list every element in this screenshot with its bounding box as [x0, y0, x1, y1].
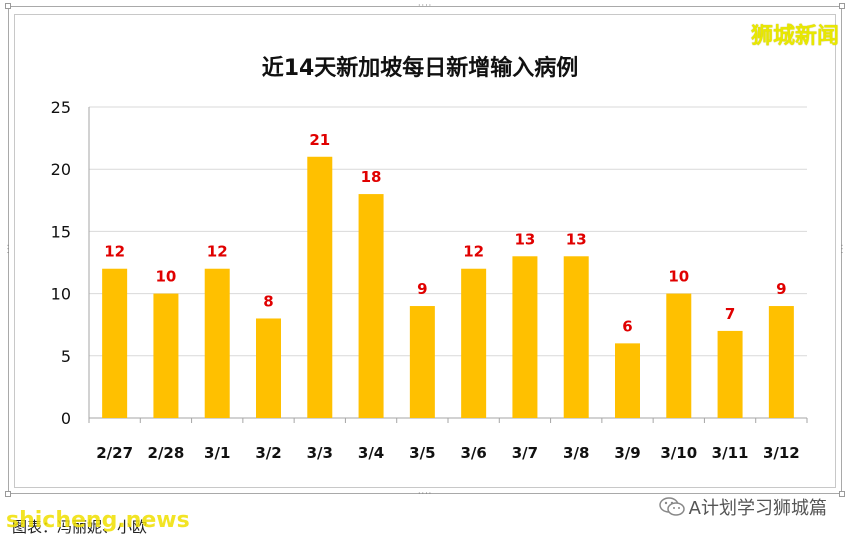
watermark: shicheng.news: [6, 508, 190, 533]
wechat-icon: [658, 497, 685, 517]
bar: [409, 306, 435, 418]
bar: [768, 306, 794, 418]
data-label: 10: [668, 268, 689, 286]
bar: [153, 293, 179, 418]
data-label: 12: [463, 243, 484, 261]
x-tick-label: 3/8: [563, 444, 589, 462]
bar-chart: 0 5 10 15 20 25 12 2/27 10 2/28 12 3/1 8 3/2 21 3/3 18 3/…: [51, 98, 808, 462]
wechat-attribution: A计划学习狮城篇: [658, 494, 827, 520]
data-label: 7: [725, 305, 735, 323]
x-tick-label: 3/5: [409, 444, 435, 462]
x-tick-label: 3/10: [660, 444, 697, 462]
bar: [512, 256, 538, 418]
x-tick-label: 3/11: [712, 444, 749, 462]
y-tick-label: 10: [51, 285, 71, 304]
x-tick-label: 3/1: [204, 444, 230, 462]
resize-handle-right-icon[interactable]: ···: [837, 244, 846, 255]
brand-logo: 狮城新闻: [750, 24, 839, 49]
x-tick-label: 3/9: [614, 444, 640, 462]
bar: [204, 268, 230, 418]
data-label: 13: [566, 230, 587, 248]
data-label: 9: [417, 280, 427, 298]
resize-handle-top-right-icon[interactable]: [839, 3, 845, 9]
y-tick-label: 15: [51, 222, 71, 241]
bar: [717, 330, 743, 418]
x-tick-label: 3/2: [255, 444, 281, 462]
bar: [102, 268, 128, 418]
y-tick-label: 5: [61, 347, 71, 366]
resize-handle-left-icon[interactable]: ···: [3, 244, 12, 255]
y-tick-label: 0: [61, 409, 71, 428]
x-tick-label: 2/28: [148, 444, 185, 462]
x-tick-label: 2/27: [96, 444, 133, 462]
bar: [256, 318, 281, 418]
bar: [307, 156, 333, 418]
x-tick-label: 3/6: [460, 444, 486, 462]
x-tick-label: 3/3: [307, 444, 333, 462]
resize-handle-bottom-icon[interactable]: ····: [418, 489, 433, 498]
resize-handle-top-left-icon[interactable]: [5, 3, 11, 9]
data-label: 9: [776, 280, 786, 298]
bar: [615, 343, 640, 418]
bar: [563, 256, 589, 418]
resize-handle-bottom-right-icon[interactable]: [839, 491, 845, 497]
wechat-label: A计划学习狮城篇: [688, 498, 827, 519]
bar: [461, 268, 487, 418]
chart-title: 近14天新加坡每日新增输入病例: [261, 56, 579, 81]
data-label: 12: [207, 243, 228, 261]
x-tick-label: 3/12: [763, 444, 800, 462]
bar: [666, 293, 692, 418]
data-label: 12: [104, 243, 125, 261]
data-label: 18: [361, 168, 382, 186]
bar: [358, 194, 384, 418]
data-label: 21: [309, 131, 330, 149]
chart-area-border: [14, 14, 836, 488]
data-label: 8: [263, 292, 273, 310]
y-tick-label: 20: [51, 160, 71, 179]
chart-source: 图表：冯丽妮、小欧: [12, 518, 148, 536]
data-label: 13: [514, 230, 535, 248]
x-tick-label: 3/4: [358, 444, 384, 462]
y-tick-label: 25: [51, 98, 71, 117]
resize-handle-top-icon[interactable]: ····: [418, 1, 433, 10]
data-label: 6: [622, 317, 632, 335]
data-label: 10: [155, 268, 176, 286]
resize-handle-bottom-left-icon[interactable]: [5, 491, 11, 497]
x-tick-label: 3/7: [512, 444, 538, 462]
